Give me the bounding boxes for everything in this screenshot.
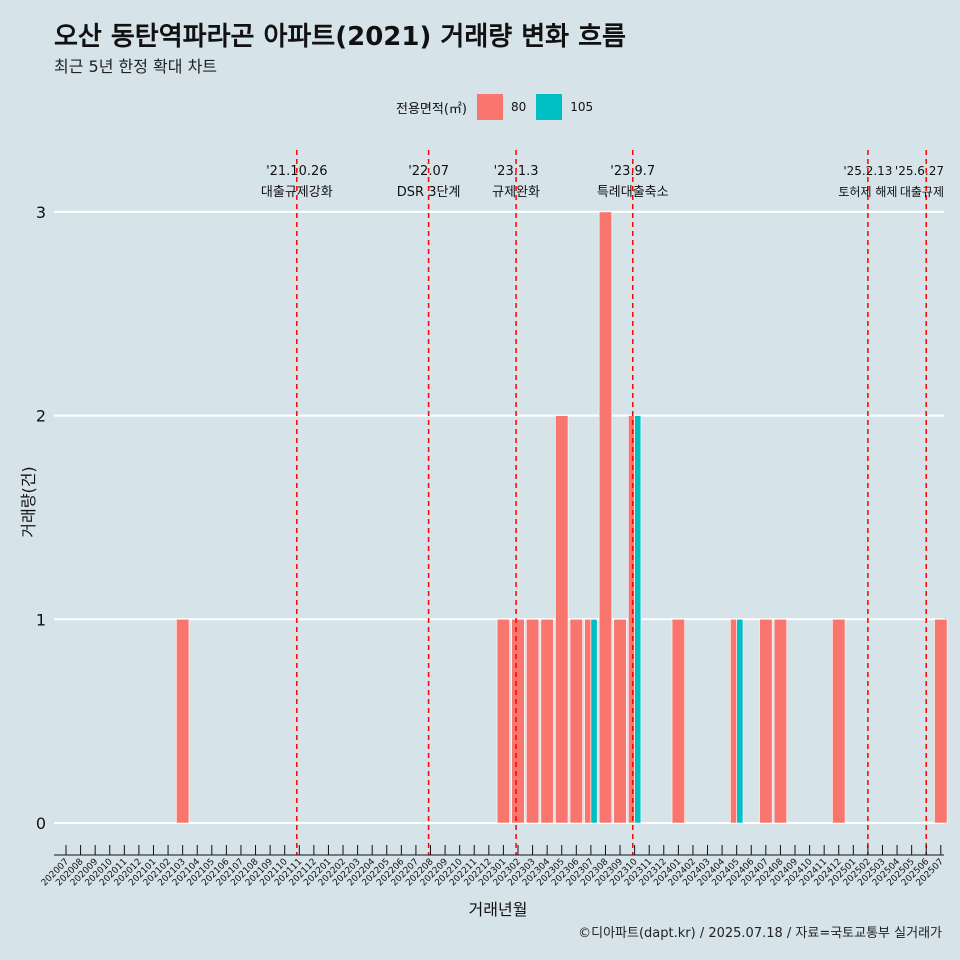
bar-80: [613, 618, 627, 824]
source-caption: ©디아파트(dapt.kr) / 2025.07.18 / 자료=국토교통부 실…: [578, 926, 942, 941]
event-label: 토허제 해제: [838, 185, 897, 199]
bar-80: [773, 618, 788, 824]
event-label: 특례대출축소: [597, 185, 669, 200]
chart-subtitle: 최근 5년 한정 확대 차트: [54, 57, 218, 76]
x-axis-title: 거래년월: [469, 900, 528, 919]
bar-80: [525, 618, 540, 824]
event-date: '25.2.13: [843, 164, 892, 178]
legend: 전용면적(㎡) 80 105: [396, 93, 603, 121]
bar-80: [540, 618, 554, 824]
legend-title: 전용면적(㎡): [396, 101, 467, 117]
legend-label-105: 105: [570, 100, 594, 114]
event-date: '21.10.26: [266, 164, 327, 179]
event-date: '25.6.27: [895, 164, 944, 178]
bar-80: [496, 618, 511, 824]
y-tick-label: 3: [36, 203, 46, 222]
bar-80: [511, 618, 525, 824]
bar-80: [584, 618, 592, 824]
event-date: '23.9.7: [610, 164, 655, 179]
event-label: 대출규제: [900, 185, 944, 199]
bar-80: [555, 415, 569, 824]
bar-80: [759, 618, 773, 824]
legend-key-105: [536, 94, 563, 120]
event-date: '23.1.3: [494, 164, 539, 179]
bar-80: [671, 618, 685, 824]
event-label: 대출규제강화: [261, 185, 333, 200]
y-axis-title: 거래량(건): [19, 466, 38, 537]
event-label: DSR 3단계: [397, 185, 461, 200]
bar-80: [934, 618, 948, 824]
legend-label-80: 80: [510, 100, 527, 114]
bar-80: [730, 618, 737, 824]
bar-105: [590, 618, 598, 824]
chart-title: 오산 동탄역파라곤 아파트(2021) 거래량 변화 흐름: [54, 22, 626, 52]
event-label: 규제완화: [492, 185, 540, 200]
bar-105: [736, 618, 744, 824]
bar-105: [634, 415, 642, 824]
bar-80: [628, 415, 635, 824]
y-tick-label: 1: [36, 610, 46, 629]
legend-key-80: [476, 94, 503, 120]
bar-80: [176, 618, 190, 824]
y-tick-label: 2: [36, 407, 46, 426]
bar-80: [832, 618, 846, 824]
bar-80: [598, 211, 613, 824]
y-tick-label: 0: [36, 814, 46, 833]
bar-80: [569, 618, 583, 824]
event-date: '22.07: [408, 164, 449, 179]
